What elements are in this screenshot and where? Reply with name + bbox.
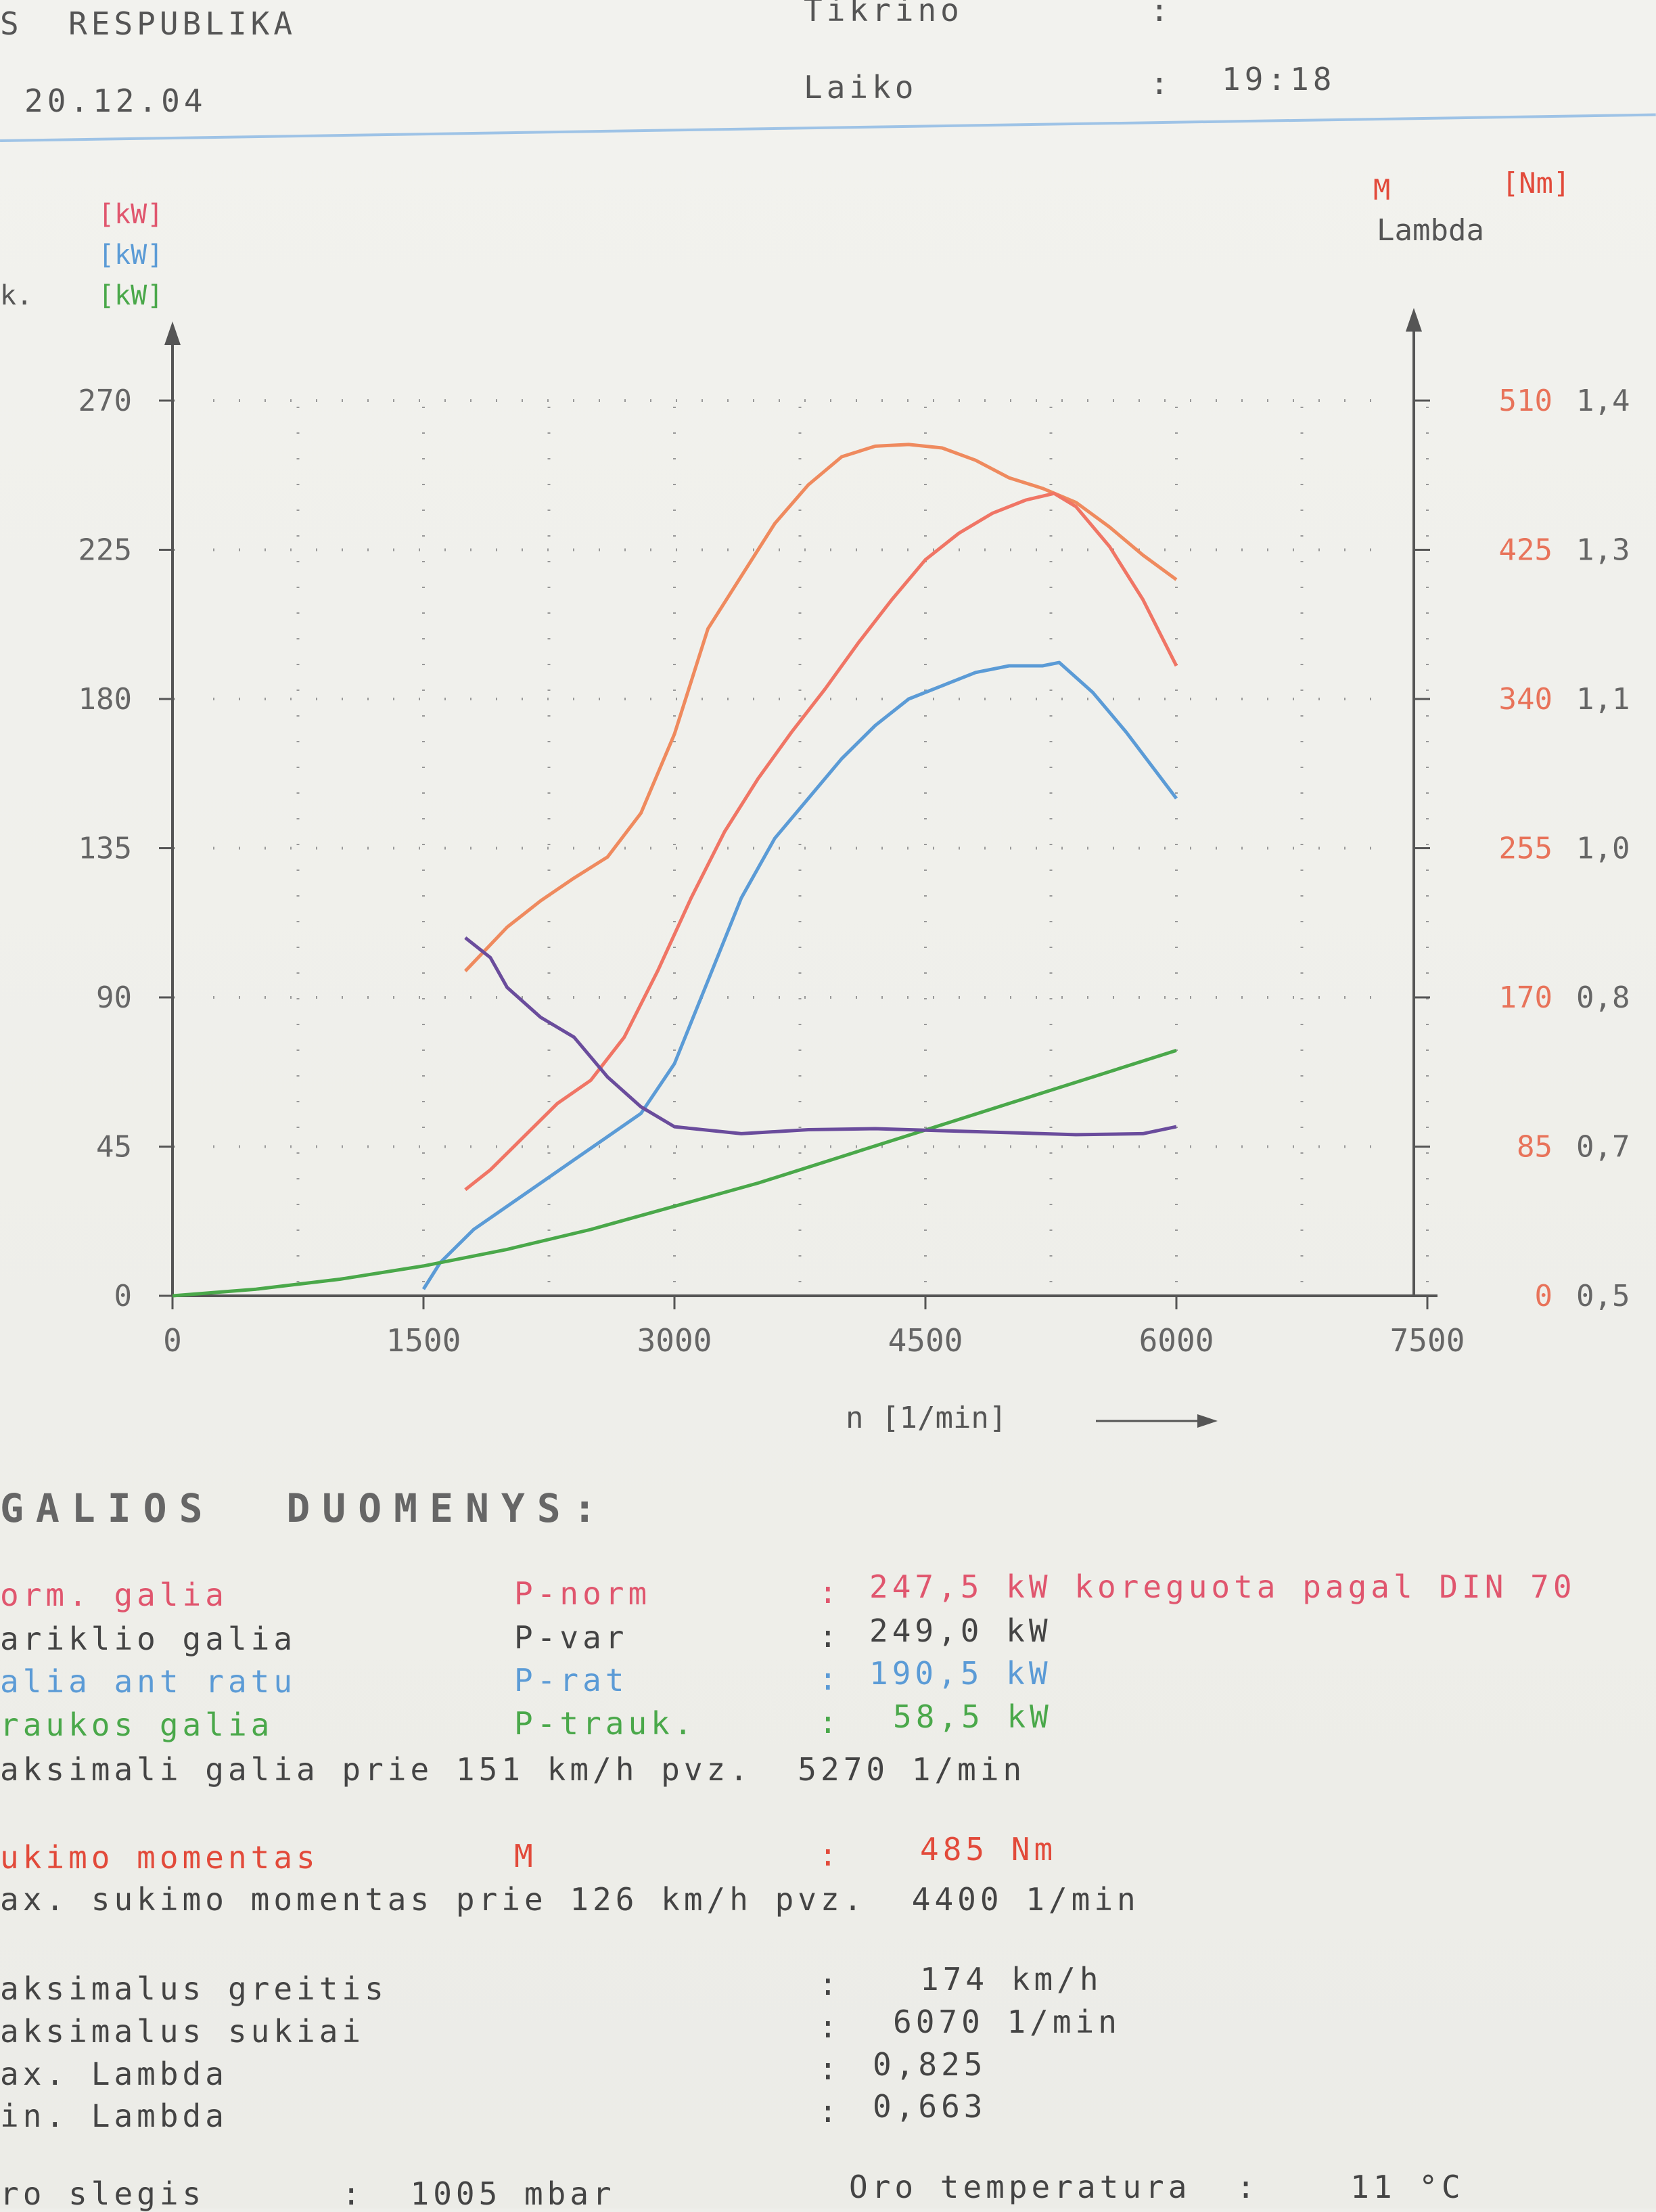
row-pvar-value: 249,0 kW — [869, 1612, 1052, 1649]
header-time-label: Laiko — [804, 69, 918, 106]
y-tick-label-lambda: 1,4 — [1576, 384, 1630, 418]
stat-speed-sep: : — [819, 1966, 842, 2002]
chart-series — [172, 443, 1178, 1298]
right-axis-arrow — [1406, 308, 1422, 332]
x-tick-label: 7500 — [1390, 1322, 1465, 1359]
torque-code: M — [514, 1838, 537, 1874]
stat-minlambda-value: 0,663 — [873, 2088, 987, 2125]
y-tick-label-lambda: 0,5 — [1576, 1279, 1630, 1313]
header-time-value: 19:18 — [1222, 61, 1336, 97]
y-tick-label-kw: 225 — [78, 533, 132, 568]
row-pvar-code: P-var — [514, 1619, 628, 1656]
y-tick-label-kw: 0 — [114, 1279, 133, 1313]
y-tick-label-lambda: 1,0 — [1576, 832, 1630, 866]
stat-speed-name: aksimalus greitis — [0, 1970, 388, 2007]
stat-rpm-value: 6070 1/min — [893, 2004, 1121, 2040]
y-tick-label-nm: 0 — [1535, 1279, 1553, 1313]
y-tick-label-nm: 425 — [1499, 533, 1552, 568]
footer-pressure: ro slegis : 1005 mbar — [0, 2175, 616, 2212]
row-pnorm-code: P-norm — [514, 1575, 651, 1612]
chart-ticks: 0 45 90 135 180 225 270 0 0,5 85 0,7 170 0,8 255 1,0 34… — [78, 384, 1630, 1359]
x-tick-label: 3000 — [637, 1322, 712, 1359]
left-unit-3: [kW] — [98, 280, 163, 311]
stat-speed-value: 174 km/h — [920, 1961, 1103, 1997]
stat-rpm-name: aksimalus sukiai — [0, 2013, 365, 2050]
row-pvar-name: ariklio galia — [0, 1621, 297, 1657]
header-country: S RESPUBLIKA — [0, 5, 297, 42]
stat-maxlambda-sep: : — [819, 2050, 842, 2087]
y-tick-label-nm: 510 — [1499, 384, 1552, 418]
header-date: 20.12.04 — [24, 83, 207, 119]
row-prat-sep: : — [819, 1661, 842, 1697]
chart-grid — [213, 399, 1429, 1282]
stat-maxlambda-value: 0,825 — [873, 2046, 987, 2083]
x-arrow-head — [1197, 1414, 1218, 1428]
right-unit-nm: [Nm] — [1502, 166, 1570, 200]
left-unit-1: [kW] — [98, 199, 163, 230]
max-power-line: aksimali galia prie 151 km/h pvz. 5270 1… — [0, 1751, 1026, 1788]
row-prat-code: P-rat — [514, 1662, 628, 1698]
row-ptrauk-sep: : — [819, 1704, 842, 1740]
y-tick-label-kw: 90 — [96, 980, 132, 1015]
header-divider — [0, 113, 1656, 142]
y-tick-label-nm: 170 — [1499, 980, 1552, 1015]
left-label-k: k. — [0, 280, 32, 311]
torque-value: 485 Nm — [920, 1831, 1057, 1868]
y-tick-label-lambda: 1,3 — [1576, 533, 1630, 568]
x-tick-label: 4500 — [888, 1322, 963, 1359]
dyno-chart: 0 45 90 135 180 225 270 0 0,5 85 0,7 170 0,8 255 1,0 34… — [0, 166, 1630, 1435]
max-torque-line: ax. sukimo momentas prie 126 km/h pvz. 4… — [0, 1881, 1140, 1918]
row-prat-name: alia ant ratu — [0, 1663, 297, 1700]
stat-rpm-sep: : — [819, 2008, 842, 2045]
left-unit-2: [kW] — [98, 240, 163, 271]
row-pnorm-value: 247,5 kW koreguota pagal DIN 70 — [869, 1568, 1576, 1605]
y-tick-label-nm: 255 — [1499, 832, 1552, 866]
y-tick-label-kw: 135 — [78, 832, 132, 866]
row-ptrauk-value: 58,5 kW — [893, 1698, 1053, 1735]
x-tick-label: 6000 — [1139, 1322, 1214, 1359]
row-pvar-sep: : — [819, 1618, 842, 1654]
footer-temperature: Oro temperatura : 11 °C — [849, 2169, 1465, 2205]
y-tick-label-lambda: 0,8 — [1576, 980, 1630, 1015]
summary-title: GALIOS DUOMENYS: — [0, 1485, 609, 1531]
stat-minlambda-name: in. Lambda — [0, 2098, 228, 2134]
x-tick-label: 0 — [163, 1322, 182, 1359]
series-line-torque — [463, 443, 1178, 972]
right-unit-m: M — [1373, 173, 1390, 206]
y-tick-label-kw: 180 — [78, 682, 132, 717]
y-tick-label-lambda: 1,1 — [1576, 682, 1630, 717]
torque-sep: : — [819, 1836, 842, 1873]
row-prat-value: 190,5 kW — [869, 1655, 1052, 1692]
y-tick-label-nm: 340 — [1499, 682, 1552, 717]
y-tick-label-lambda: 0,7 — [1576, 1130, 1630, 1165]
y-tick-label-kw: 270 — [78, 384, 132, 418]
x-axis-label: n [1/min] — [846, 1401, 1007, 1435]
header-time-sep: : — [1150, 65, 1173, 101]
series-line-p_trauk — [172, 1049, 1177, 1298]
torque-name: ukimo momentas — [0, 1839, 319, 1876]
series-line-lambda — [464, 936, 1177, 1137]
y-tick-label-kw: 45 — [96, 1130, 132, 1165]
x-tick-label: 1500 — [386, 1322, 461, 1359]
series-line-p_norm — [464, 491, 1178, 1192]
left-axis-arrow — [164, 321, 181, 345]
row-ptrauk-name: raukos galia — [0, 1707, 274, 1743]
row-ptrauk-code: P-trauk. — [514, 1705, 697, 1742]
header-check-label: Tikrino — [804, 0, 963, 28]
y-tick-label-nm: 85 — [1517, 1130, 1552, 1165]
chart-axes — [164, 308, 1438, 1428]
series-line-p_rat — [421, 660, 1178, 1290]
row-pnorm-name: orm. galia — [0, 1577, 228, 1613]
right-unit-lambda: Lambda — [1377, 213, 1484, 248]
header-check-sep: : — [1150, 0, 1173, 28]
row-pnorm-sep: : — [819, 1574, 842, 1610]
stat-minlambda-sep: : — [819, 2093, 842, 2129]
stat-maxlambda-name: ax. Lambda — [0, 2056, 228, 2092]
